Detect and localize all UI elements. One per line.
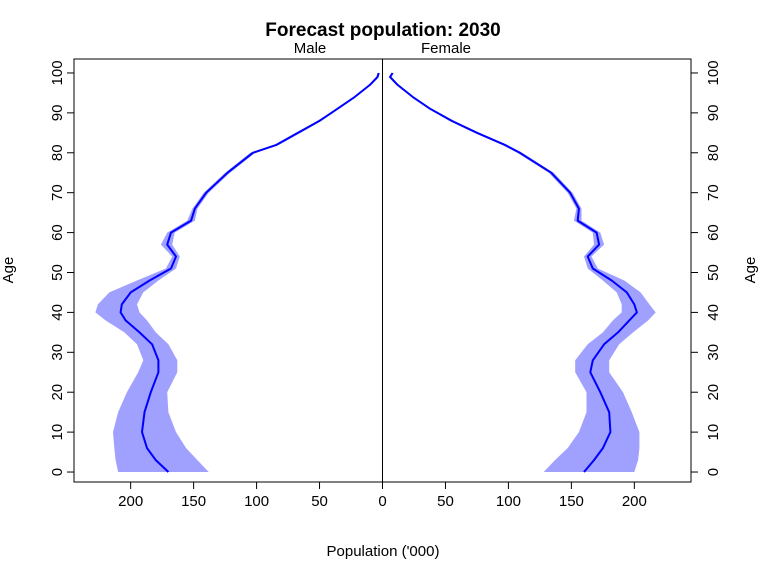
- x-tick-label: 200: [622, 493, 647, 510]
- y-tick-label-left: 60: [49, 224, 66, 241]
- y-tick-label-left: 0: [49, 468, 66, 476]
- x-tick-label: 0: [378, 493, 386, 510]
- x-axis: 200 150 100 50 0 50 100 150 200: [118, 482, 647, 510]
- y-tick-label-left: 80: [49, 144, 66, 161]
- median-forecast-lines: [119, 72, 638, 473]
- y-axis-right: 0 10 20 30 40 50 60 70 80 90 100: [691, 60, 722, 476]
- male-panel-label: Male: [294, 40, 327, 57]
- y-tick-label-right: 50: [705, 264, 722, 281]
- female-panel-label: Female: [421, 40, 471, 57]
- x-tick-label: 50: [437, 493, 454, 510]
- forecast-interval-bands: [95, 73, 656, 472]
- x-tick-label: 50: [311, 493, 328, 510]
- chart-title: Forecast population: 2030: [265, 20, 500, 41]
- female-median-line: [389, 72, 638, 473]
- y-tick-label-left: 30: [49, 344, 66, 361]
- x-axis-label: Population ('000): [327, 543, 440, 560]
- y-tick-label-left: 10: [49, 424, 66, 441]
- male-median-line: [119, 72, 380, 473]
- y-tick-label-left: 40: [49, 304, 66, 321]
- y-tick-label-left: 90: [49, 105, 66, 122]
- y-axis-label-right: Age: [742, 257, 759, 284]
- y-axis-left: 0 10 20 30 40 50 60 70 80 90 100: [49, 60, 74, 476]
- male-interval-band: [95, 73, 381, 472]
- y-tick-label-right: 90: [705, 105, 722, 122]
- y-tick-label-right: 40: [705, 304, 722, 321]
- y-tick-label-right: 100: [705, 60, 722, 85]
- y-tick-label-right: 10: [705, 424, 722, 441]
- y-tick-label-right: 0: [705, 468, 722, 476]
- y-tick-label-right: 30: [705, 344, 722, 361]
- y-tick-label-right: 20: [705, 384, 722, 401]
- x-tick-label: 150: [181, 493, 206, 510]
- x-tick-label: 100: [244, 493, 269, 510]
- y-tick-label-right: 60: [705, 224, 722, 241]
- x-tick-label: 100: [496, 493, 521, 510]
- female-interval-band: [388, 73, 656, 472]
- y-tick-label-left: 20: [49, 384, 66, 401]
- y-axis-label-left: Age: [0, 257, 17, 284]
- y-tick-label-right: 70: [705, 184, 722, 201]
- y-tick-label-left: 70: [49, 184, 66, 201]
- y-tick-label-left: 50: [49, 264, 66, 281]
- x-tick-label: 200: [118, 493, 143, 510]
- y-tick-label-right: 80: [705, 144, 722, 161]
- x-tick-label: 150: [559, 493, 584, 510]
- y-tick-label-left: 100: [49, 60, 66, 85]
